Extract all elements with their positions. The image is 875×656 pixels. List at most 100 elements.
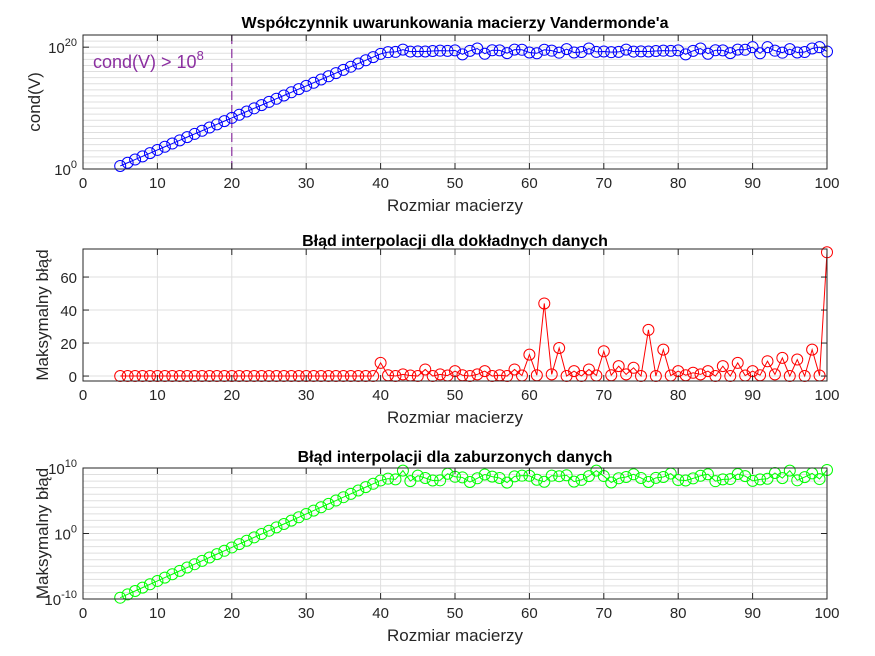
x-tick-label: 10 xyxy=(149,175,166,192)
data-point xyxy=(367,370,380,383)
data-point xyxy=(218,370,231,383)
chart-panel-3: 0 10 20 30 40 50 60 70 80 90 100 10-10 100 1010 Błąd i… xyxy=(33,449,840,645)
data-point xyxy=(761,472,774,485)
x-tick-label: 0 xyxy=(79,175,87,192)
data-point xyxy=(627,45,640,58)
data-point xyxy=(129,584,142,597)
data-point xyxy=(188,558,201,571)
data-point xyxy=(724,370,737,383)
data-point xyxy=(166,568,179,581)
data-point xyxy=(635,370,647,383)
data-point xyxy=(605,46,618,59)
data-point xyxy=(754,47,767,60)
data-point xyxy=(382,472,395,485)
data-point xyxy=(478,47,491,60)
x-tick-label: 90 xyxy=(744,605,761,622)
data-point xyxy=(538,43,551,56)
data-point xyxy=(359,54,372,67)
x-axis-label: Rozmiar macierzy xyxy=(387,196,524,215)
data-point xyxy=(783,370,796,383)
data-point xyxy=(731,356,744,369)
data-point xyxy=(344,60,357,73)
data-point xyxy=(389,370,402,383)
data-point xyxy=(292,83,305,96)
data-point xyxy=(649,370,662,383)
data-point xyxy=(143,147,156,160)
data-point xyxy=(813,473,826,486)
data-point xyxy=(419,363,432,376)
data-point xyxy=(768,368,781,381)
data-point xyxy=(545,44,558,57)
x-tick-label: 40 xyxy=(372,387,389,404)
x-tick-label: 30 xyxy=(298,175,315,192)
data-point xyxy=(687,44,700,57)
data-point xyxy=(694,469,707,482)
data-point xyxy=(218,115,231,128)
data-point xyxy=(783,464,796,477)
data-point xyxy=(188,370,201,383)
data-point xyxy=(649,44,662,57)
data-point xyxy=(300,507,313,520)
data-point xyxy=(553,342,566,354)
x-tick-label: 100 xyxy=(814,605,839,622)
data-point xyxy=(493,472,506,485)
series-line xyxy=(119,469,828,599)
data-point xyxy=(158,571,171,584)
x-tick-label: 50 xyxy=(447,605,464,622)
data-point xyxy=(337,370,350,383)
data-point xyxy=(553,470,566,483)
y-axis-label: Maksymalny błąd xyxy=(33,468,52,599)
data-point xyxy=(248,531,261,544)
data-point xyxy=(493,44,506,57)
data-point xyxy=(761,41,774,54)
data-point xyxy=(151,370,164,383)
data-point xyxy=(270,92,283,105)
data-point xyxy=(761,355,774,368)
data-point xyxy=(463,44,476,57)
y-tick-label: 10-10 xyxy=(44,589,77,609)
data-point xyxy=(307,504,320,517)
y-tick-label: 1010 xyxy=(48,458,77,478)
data-point xyxy=(263,524,275,537)
data-point xyxy=(233,370,246,383)
x-tick-label: 90 xyxy=(744,387,761,404)
x-tick-label: 30 xyxy=(298,605,315,622)
data-point xyxy=(456,48,469,61)
data-point xyxy=(635,45,647,58)
data-point xyxy=(240,105,253,118)
data-point xyxy=(292,511,305,524)
data-point xyxy=(515,43,528,56)
data-point xyxy=(486,470,499,483)
data-point xyxy=(404,45,417,58)
data-point xyxy=(300,79,313,92)
data-point xyxy=(672,474,685,487)
data-point xyxy=(382,46,395,59)
data-point xyxy=(225,541,238,554)
data-point xyxy=(605,476,618,489)
data-point xyxy=(545,469,558,482)
y-axis-label: Maksymalny błąd xyxy=(33,249,52,380)
data-point xyxy=(642,45,655,58)
x-tick-label: 60 xyxy=(521,387,538,404)
data-point xyxy=(359,370,372,383)
data-point xyxy=(121,370,134,383)
data-point xyxy=(322,370,335,383)
data-point xyxy=(672,44,685,57)
data-point xyxy=(746,41,759,54)
data-point xyxy=(121,588,134,601)
data-point xyxy=(657,44,670,57)
data-point xyxy=(158,140,171,153)
data-point xyxy=(679,48,692,61)
data-point xyxy=(396,368,409,381)
data-point xyxy=(344,487,357,500)
chart-title: Błąd interpolacji dla dokładnych danych xyxy=(302,233,608,250)
data-point xyxy=(389,473,402,486)
data-point xyxy=(322,497,335,510)
chart-title: Błąd interpolacji dla zaburzonych danych xyxy=(298,449,613,466)
data-point xyxy=(486,44,499,57)
data-point xyxy=(389,45,402,58)
data-point xyxy=(143,370,156,383)
data-point xyxy=(419,472,432,485)
data-point xyxy=(329,370,342,383)
